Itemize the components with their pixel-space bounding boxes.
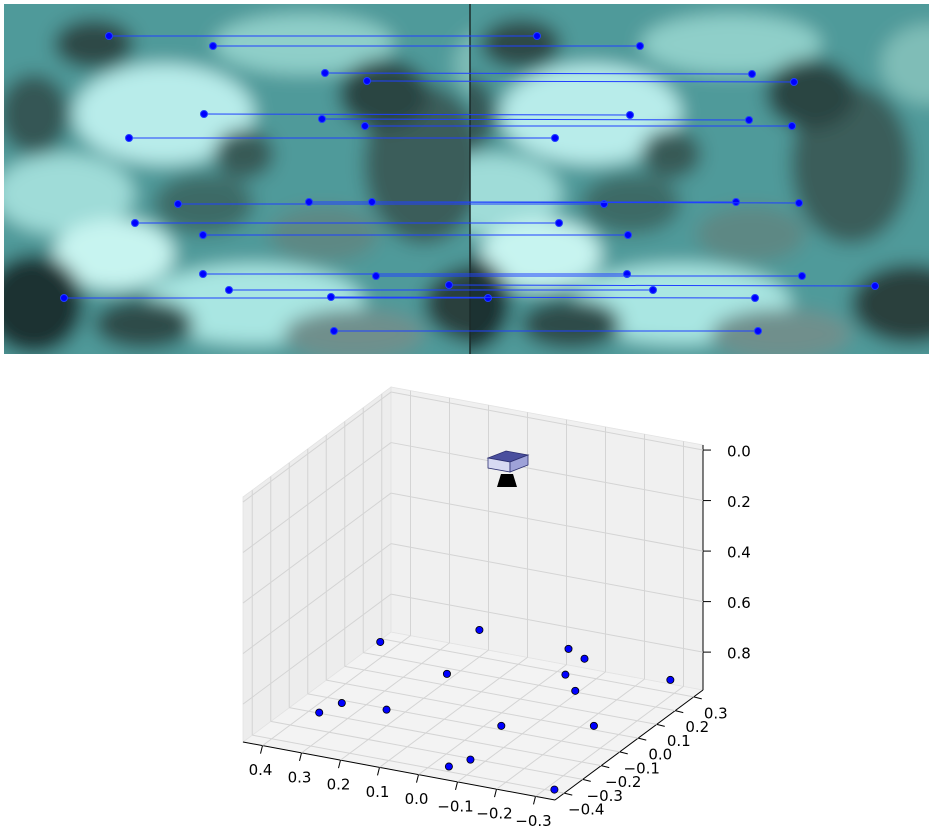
point: [377, 638, 384, 645]
y-tick-label: 0.3: [704, 704, 728, 722]
point: [316, 709, 323, 716]
y-tick-mark: [694, 697, 702, 699]
y-tick-mark: [638, 738, 646, 740]
y-tick-mark: [675, 711, 683, 713]
x-tick-mark: [534, 796, 536, 804]
point: [562, 671, 569, 678]
point: [581, 655, 588, 662]
x-tick-label: −0.1: [437, 797, 473, 815]
x-tick-mark: [456, 782, 458, 790]
point: [443, 670, 450, 677]
x-tick-label: 0.1: [366, 783, 390, 801]
x-tick-mark: [300, 753, 302, 761]
x-tick-mark: [261, 746, 263, 754]
point: [565, 645, 572, 652]
z-tick-label: 0.0: [727, 443, 751, 461]
stereo-image-pair: [0, 0, 929, 384]
point: [338, 699, 345, 706]
point: [667, 676, 674, 683]
y-tick-mark: [601, 766, 609, 768]
z-tick-label: 0.4: [727, 544, 751, 562]
x-tick-mark: [378, 767, 380, 775]
point: [498, 722, 505, 729]
x-tick-label: 0.4: [249, 761, 273, 779]
point: [476, 626, 483, 633]
z-tick-label: 0.8: [727, 645, 751, 663]
point: [551, 786, 558, 793]
point: [467, 756, 474, 763]
x-tick-label: 0.2: [327, 776, 351, 794]
x-tick-label: 0.0: [405, 790, 429, 808]
x-tick-mark: [495, 789, 497, 797]
x-tick-label: −0.3: [515, 812, 551, 830]
point: [590, 722, 597, 729]
y-tick-mark: [657, 724, 665, 726]
y-tick-mark: [564, 793, 572, 795]
z-tick-label: 0.2: [727, 493, 751, 511]
x-tick-label: 0.3: [288, 768, 312, 786]
point: [383, 706, 390, 713]
figure: 0.40.30.20.10.0−0.1−0.2−0.3−0.4−0.3−0.2−…: [0, 0, 929, 831]
z-tick-label: 0.6: [727, 594, 751, 612]
y-tick-mark: [583, 779, 591, 781]
x-tick-mark: [339, 760, 341, 768]
point: [572, 687, 579, 694]
point: [445, 763, 452, 770]
x-tick-label: −0.2: [476, 805, 512, 823]
x-tick-mark: [417, 775, 419, 783]
y-tick-mark: [620, 752, 628, 754]
